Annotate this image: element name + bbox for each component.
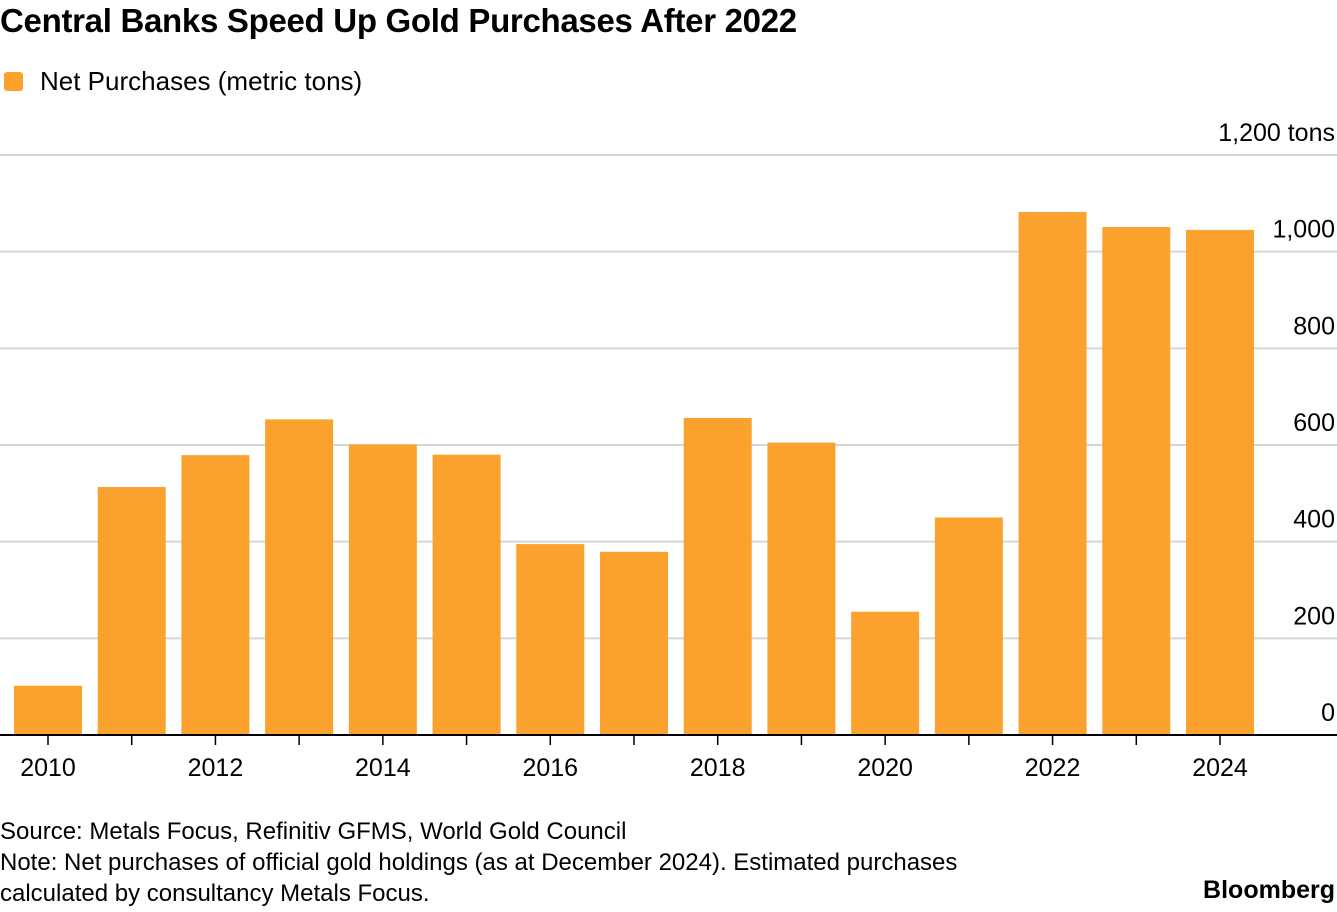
legend-label: Net Purchases (metric tons): [40, 66, 363, 96]
bar-2016: [516, 544, 585, 735]
bar-2015: [432, 454, 501, 735]
bar-2022: [1018, 212, 1087, 735]
x-tick-label-2020: 2020: [857, 754, 913, 782]
note-text-line-1: Note: Net purchases of official gold hol…: [0, 849, 958, 876]
bar-2010: [14, 685, 82, 735]
x-axis: 2010 2012 2014 2016 2018 2020 2022 2024: [0, 734, 1337, 782]
legend-swatch: [4, 72, 23, 91]
bar-2013: [265, 419, 334, 735]
bar-2011: [97, 487, 166, 735]
bloomberg-logo: Bloomberg: [1203, 876, 1335, 904]
bar-2017: [600, 551, 668, 735]
bar-2021: [934, 517, 1003, 735]
x-tick-label-2010: 2010: [20, 754, 76, 782]
bar-2018: [683, 417, 752, 735]
y-tick-label-200: 200: [1293, 602, 1335, 630]
y-tick-label-400: 400: [1293, 506, 1335, 534]
chart-title: Central Banks Speed Up Gold Purchases Af…: [0, 2, 797, 39]
bar-chart: 2010 2012 2014 2016 2018 2020 2022 2024 0 200 400…: [0, 119, 1337, 782]
legend: Net Purchases (metric tons): [4, 66, 362, 97]
bar-2023: [1102, 227, 1171, 735]
x-tick-label-2022: 2022: [1025, 754, 1081, 782]
y-axis-labels: 0 200 400 600 800 1,000 1,200 tons: [1218, 119, 1335, 727]
y-tick-label-1000: 1,000: [1272, 216, 1335, 244]
x-tick-label-2018: 2018: [690, 754, 746, 782]
note-text-line-2: calculated by consultancy Metals Focus.: [0, 880, 430, 907]
bar-2020: [851, 611, 920, 735]
y-tick-label-0: 0: [1321, 699, 1335, 727]
bar-2014: [348, 444, 417, 735]
bar-2019: [767, 442, 836, 735]
y-tick-label-1200: 1,200 tons: [1218, 119, 1335, 147]
x-tick-label-2016: 2016: [522, 754, 578, 782]
bars: [14, 212, 1254, 735]
source-text: Source: Metals Focus, Refinitiv GFMS, Wo…: [0, 818, 627, 845]
source-note: Source: Metals Focus, Refinitiv GFMS, Wo…: [0, 816, 957, 909]
bar-2024: [1186, 229, 1254, 735]
x-tick-label-2012: 2012: [188, 754, 244, 782]
bar-2012: [181, 455, 250, 735]
y-tick-label-800: 800: [1293, 312, 1335, 340]
y-tick-label-600: 600: [1293, 409, 1335, 437]
x-tick-label-2024: 2024: [1192, 754, 1248, 782]
x-tick-label-2014: 2014: [355, 754, 411, 782]
